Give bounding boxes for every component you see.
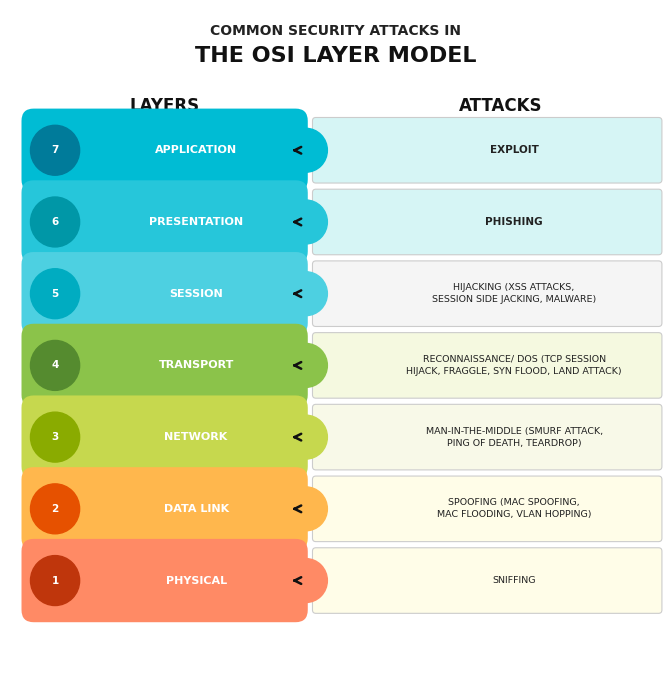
- FancyBboxPatch shape: [312, 404, 662, 470]
- Text: COMMON SECURITY ATTACKS IN: COMMON SECURITY ATTACKS IN: [210, 24, 462, 38]
- Text: MAN-IN-THE-MIDDLE (SMURF ATTACK,
PING OF DEATH, TEARDROP): MAN-IN-THE-MIDDLE (SMURF ATTACK, PING OF…: [425, 427, 603, 447]
- FancyBboxPatch shape: [22, 467, 308, 550]
- FancyBboxPatch shape: [22, 252, 308, 335]
- Text: 2: 2: [52, 504, 58, 514]
- Text: SESSION: SESSION: [169, 289, 223, 298]
- Text: EXPLOIT: EXPLOIT: [490, 145, 538, 155]
- Text: NETWORK: NETWORK: [165, 432, 228, 442]
- FancyBboxPatch shape: [312, 261, 662, 326]
- Text: 7: 7: [51, 145, 58, 155]
- Circle shape: [284, 344, 327, 387]
- FancyBboxPatch shape: [312, 117, 662, 183]
- Text: SPOOFING (MAC SPOOFING,
MAC FLOODING, VLAN HOPPING): SPOOFING (MAC SPOOFING, MAC FLOODING, VL…: [437, 499, 591, 519]
- FancyBboxPatch shape: [312, 189, 662, 255]
- Text: LAYERS: LAYERS: [130, 97, 200, 115]
- Text: PHYSICAL: PHYSICAL: [165, 576, 226, 585]
- Text: TRANSPORT: TRANSPORT: [159, 361, 234, 370]
- Text: SNIFFING: SNIFFING: [493, 576, 536, 585]
- Text: 5: 5: [52, 289, 58, 298]
- Text: 1: 1: [52, 576, 58, 585]
- FancyBboxPatch shape: [312, 333, 662, 398]
- Circle shape: [284, 272, 327, 316]
- FancyBboxPatch shape: [22, 395, 308, 479]
- Text: RECONNAISSANCE/ DOS (TCP SESSION
HIJACK, FRAGGLE, SYN FLOOD, LAND ATTACK): RECONNAISSANCE/ DOS (TCP SESSION HIJACK,…: [407, 355, 622, 376]
- Text: 3: 3: [52, 432, 58, 442]
- Circle shape: [30, 125, 79, 176]
- Text: THE OSI LAYER MODEL: THE OSI LAYER MODEL: [196, 46, 476, 66]
- FancyBboxPatch shape: [312, 476, 662, 542]
- Text: ATTACKS: ATTACKS: [459, 97, 542, 115]
- Text: 4: 4: [51, 361, 58, 370]
- Circle shape: [30, 412, 79, 462]
- Text: 6: 6: [52, 217, 58, 227]
- Circle shape: [30, 484, 79, 534]
- Text: PHISHING: PHISHING: [485, 217, 543, 227]
- FancyBboxPatch shape: [22, 324, 308, 407]
- FancyBboxPatch shape: [22, 539, 308, 622]
- Text: APPLICATION: APPLICATION: [155, 145, 237, 155]
- Circle shape: [30, 268, 79, 319]
- Circle shape: [284, 128, 327, 172]
- FancyBboxPatch shape: [312, 548, 662, 613]
- Circle shape: [30, 555, 79, 606]
- FancyBboxPatch shape: [22, 109, 308, 192]
- Circle shape: [30, 340, 79, 391]
- Circle shape: [284, 559, 327, 602]
- Circle shape: [30, 197, 79, 247]
- Text: DATA LINK: DATA LINK: [163, 504, 228, 514]
- FancyBboxPatch shape: [22, 180, 308, 264]
- Circle shape: [284, 487, 327, 531]
- Circle shape: [284, 200, 327, 244]
- Text: HIJACKING (XSS ATTACKS,
SESSION SIDE JACKING, MALWARE): HIJACKING (XSS ATTACKS, SESSION SIDE JAC…: [432, 283, 596, 304]
- Text: PRESENTATION: PRESENTATION: [149, 217, 243, 227]
- Circle shape: [284, 415, 327, 459]
